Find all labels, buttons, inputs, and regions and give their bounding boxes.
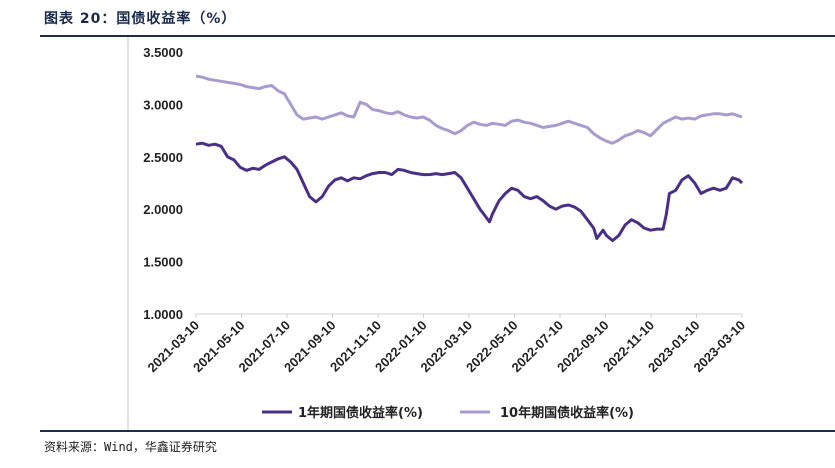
figure-title: 图表 20：国债收益率（%） (44, 11, 237, 27)
top-rule (40, 35, 835, 37)
series-line-10y (195, 74, 743, 145)
y-tick-label: 2.5000 (143, 150, 183, 165)
y-tick-label: 1.0000 (143, 307, 183, 322)
y-tick-label: 1.5000 (143, 255, 183, 270)
chart-legend: 1年期国债收益率(%) 10年期国债收益率(%) (262, 405, 634, 421)
legend-label: 10年期国债收益率(%) (500, 405, 634, 421)
y-axis-ticks: 3.5000 3.0000 2.5000 2.0000 1.5000 1.0000 (143, 45, 183, 322)
y-tick-label: 2.0000 (143, 202, 183, 217)
series-line-1y (195, 141, 744, 243)
series-lines (195, 74, 744, 243)
x-axis-ticks: 2021-03-102021-05-102021-07-102021-09-10… (144, 314, 748, 375)
y-tick-label: 3.5000 (143, 45, 183, 60)
yield-line-chart: 3.5000 3.0000 2.5000 2.0000 1.5000 1.0000 202… (127, 37, 748, 430)
legend-label: 1年期国债收益率(%) (298, 405, 423, 421)
y-tick-label: 3.0000 (143, 97, 183, 112)
source-note: 资料来源：Wind，华鑫证券研究 (44, 440, 217, 454)
bottom-rule (40, 430, 835, 432)
